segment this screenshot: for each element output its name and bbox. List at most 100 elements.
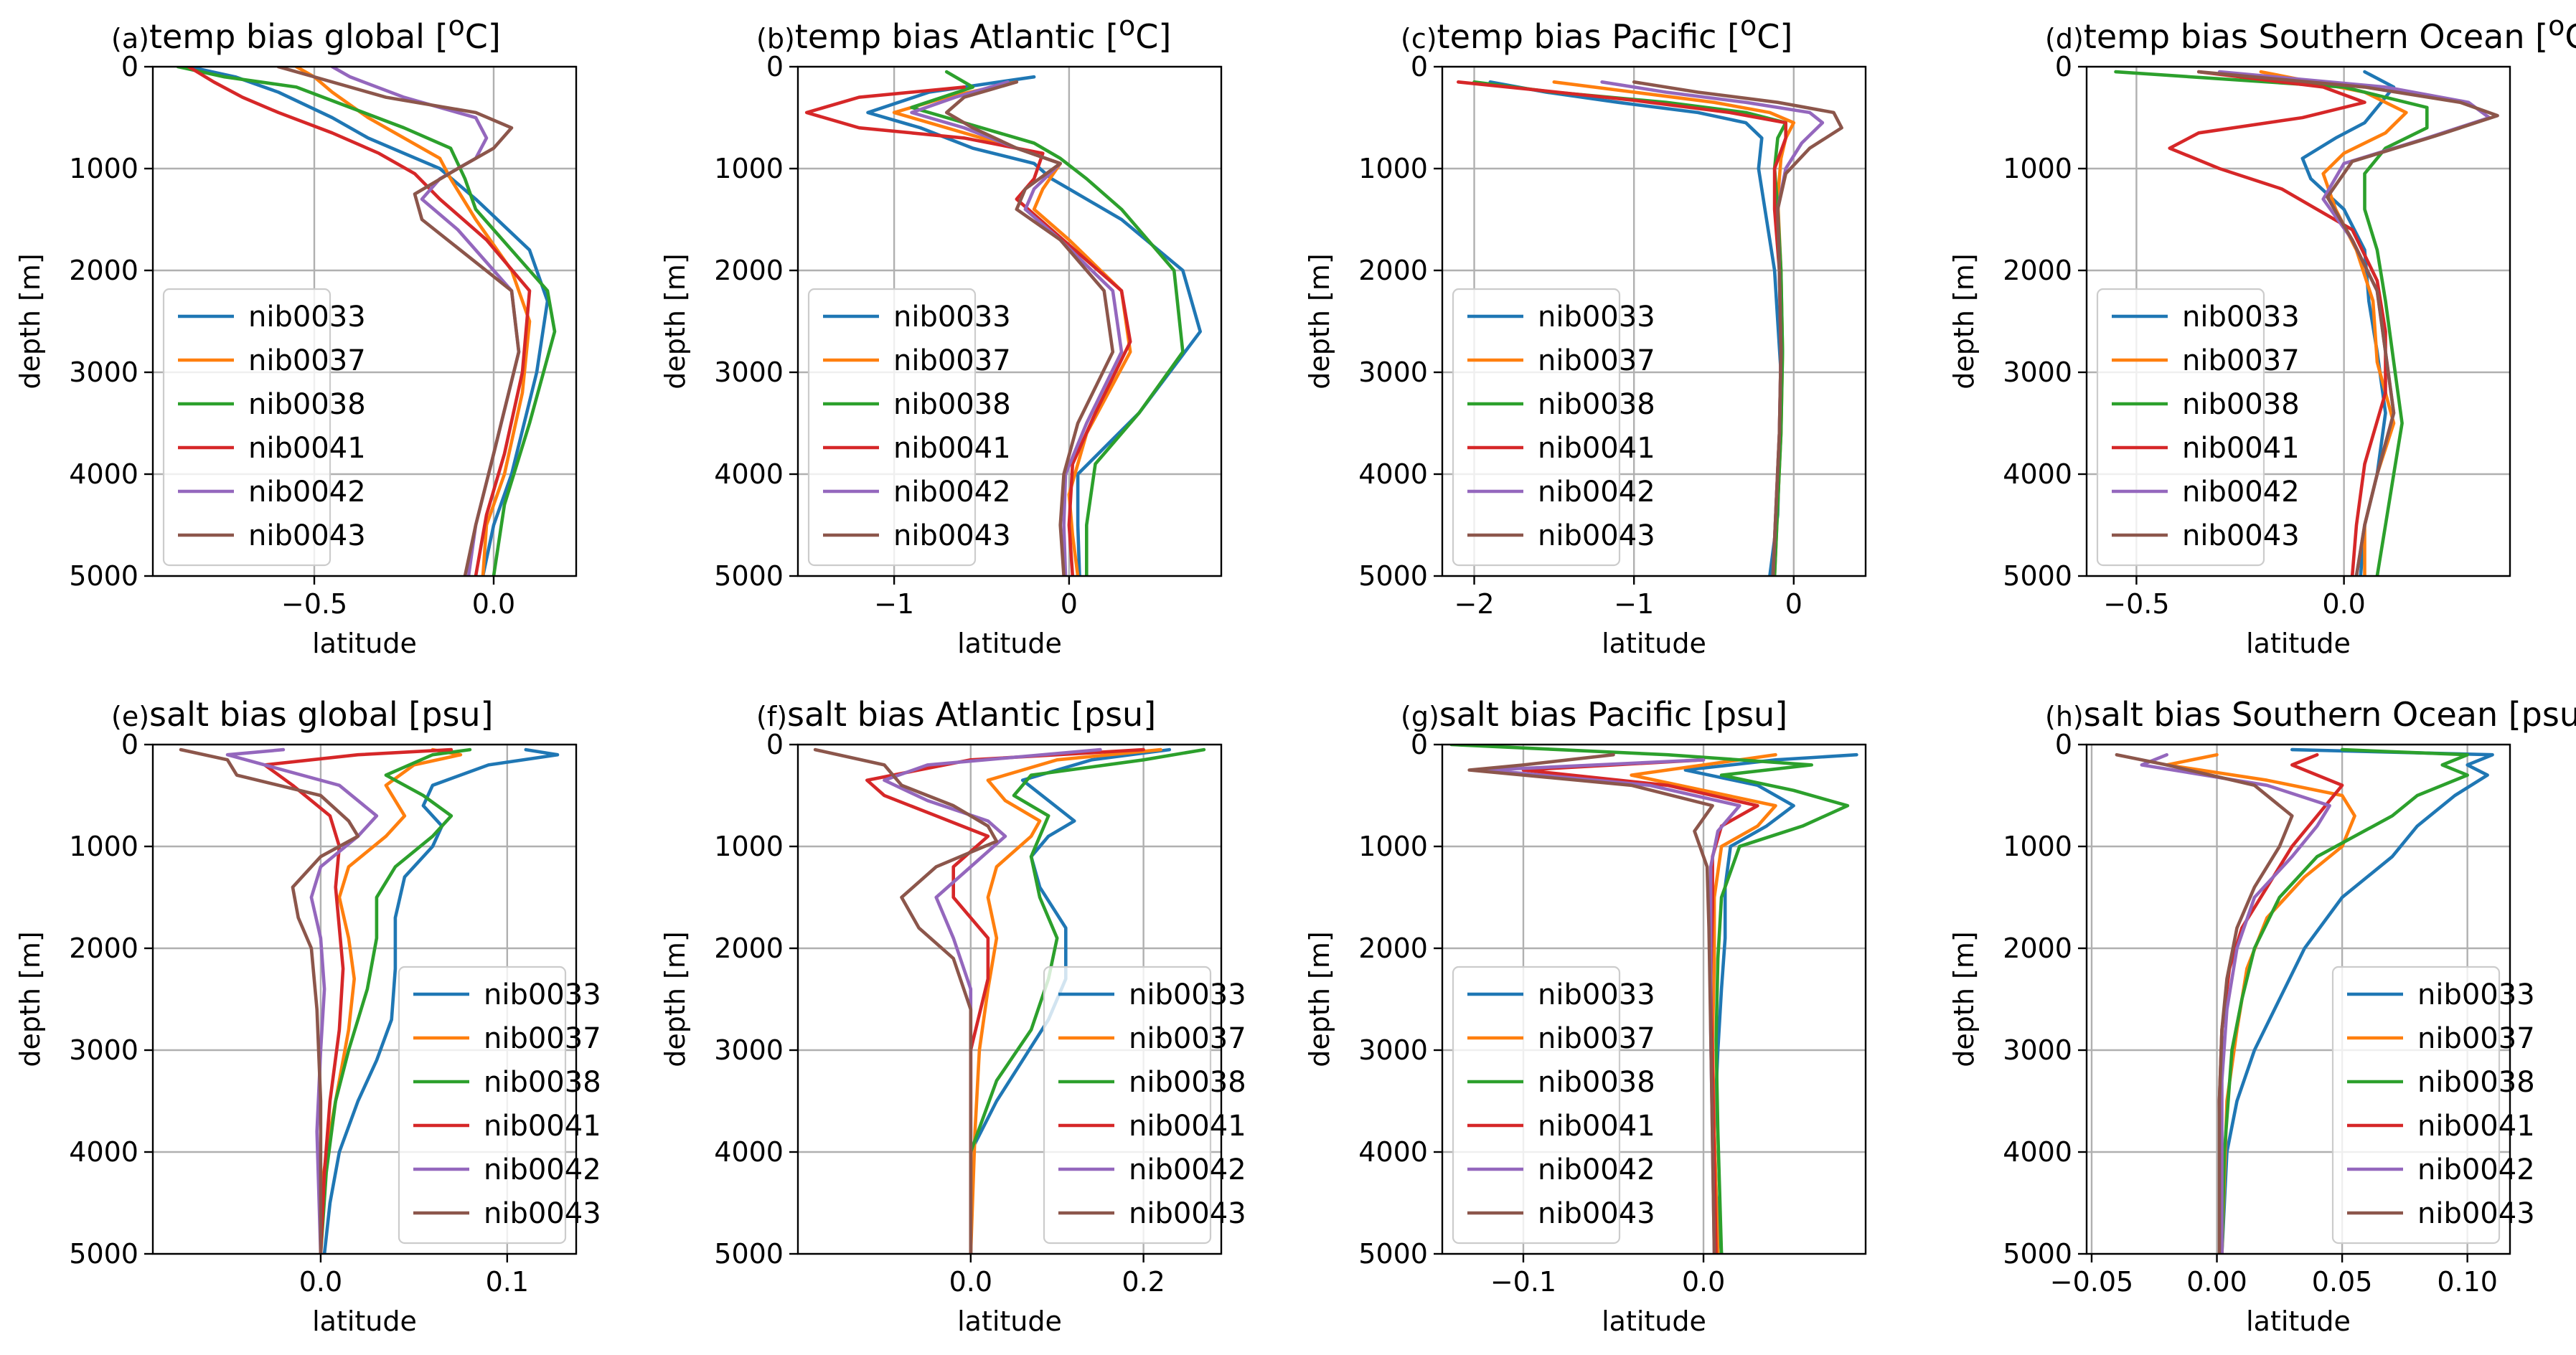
plot-frame bbox=[796, 65, 1223, 577]
panel-title: (g)salt bias Pacific [psu] bbox=[1401, 695, 1787, 734]
series-line-nib0038 bbox=[1449, 745, 1850, 1254]
legend-label: nib0041 bbox=[893, 432, 1011, 465]
y-tick-label: 2000 bbox=[1358, 933, 1428, 964]
series-line-nib0033 bbox=[866, 75, 1202, 576]
legend-label: nib0037 bbox=[1538, 1022, 1655, 1055]
series-line-nib0037 bbox=[294, 67, 532, 576]
panel-tag: (e) bbox=[111, 701, 149, 732]
series-line-nib0042 bbox=[225, 747, 379, 1254]
title-unit: C] bbox=[1757, 17, 1792, 56]
legend-box bbox=[162, 288, 332, 567]
y-tick-label: 0 bbox=[1411, 729, 1428, 760]
y-tick-label: 5000 bbox=[2003, 560, 2072, 592]
panel-f: 0.0 0.2 0 1000 2000 3000 4000 5000 latitude depth… bbox=[659, 695, 1246, 1337]
x-tick-label: −0.5 bbox=[2103, 588, 2169, 620]
legend-label: nib0043 bbox=[893, 519, 1011, 552]
y-tick-label: 1000 bbox=[1358, 153, 1428, 184]
legend-label: nib0038 bbox=[1538, 388, 1655, 421]
title-unit: C] bbox=[1135, 17, 1171, 56]
legend-label: nib0042 bbox=[2417, 1153, 2535, 1186]
legend-label: nib0033 bbox=[1129, 978, 1246, 1011]
series-line-nib0042 bbox=[910, 80, 1124, 576]
x-tick-label: 0.0 bbox=[472, 588, 515, 620]
x-tick-label: 0 bbox=[1061, 588, 1078, 620]
y-tick-label: 3000 bbox=[1358, 1034, 1428, 1066]
panel-title: (a)temp bias global [oC] bbox=[111, 10, 501, 56]
x-axis-label: latitude bbox=[2246, 1306, 2351, 1337]
panel-title: (f)salt bias Atlantic [psu] bbox=[756, 695, 1156, 734]
y-tick-label: 3000 bbox=[1358, 357, 1428, 388]
legend-label: nib0043 bbox=[1129, 1197, 1246, 1230]
y-tick-label: 2000 bbox=[69, 933, 138, 964]
y-tick-label: 2000 bbox=[714, 933, 784, 964]
legend-label: nib0033 bbox=[1538, 978, 1655, 1011]
legend-label: nib0043 bbox=[484, 1197, 601, 1230]
y-axis-label: depth [m] bbox=[659, 931, 691, 1067]
x-axis-label: latitude bbox=[957, 628, 1062, 659]
y-tick-label: 2000 bbox=[69, 255, 138, 286]
legend-label: nib0037 bbox=[484, 1022, 601, 1055]
y-tick-label: 1000 bbox=[2003, 831, 2072, 862]
series-line-nib0042 bbox=[2140, 752, 2331, 1254]
series-line-nib0043 bbox=[813, 747, 999, 1254]
legend-box bbox=[398, 966, 567, 1245]
title-superscript: o bbox=[448, 10, 465, 42]
legend-label: nib0043 bbox=[2182, 519, 2300, 552]
x-axis-label: latitude bbox=[1602, 628, 1706, 659]
y-tick-label: 4000 bbox=[2003, 458, 2072, 490]
series-line-nib0043 bbox=[276, 67, 521, 576]
y-tick-label: 3000 bbox=[714, 357, 784, 388]
plot-frame bbox=[1441, 65, 1867, 577]
series-line-nib0037 bbox=[969, 747, 1162, 1254]
legend: nib0033 nib0037 nib0038 nib0041 nib0042 nib00… bbox=[807, 288, 1011, 567]
legend-label: nib0042 bbox=[1129, 1153, 1246, 1186]
panel-d: −0.5 0.0 0 1000 2000 3000 4000 5000 latitude dept… bbox=[1948, 10, 2576, 659]
legend-box bbox=[1043, 966, 1212, 1245]
y-tick-label: 4000 bbox=[1358, 458, 1428, 490]
legend-label: nib0038 bbox=[484, 1066, 601, 1099]
legend-box bbox=[2331, 966, 2501, 1245]
y-tick-label: 0 bbox=[766, 51, 784, 82]
legend-label: nib0033 bbox=[893, 301, 1011, 334]
y-tick-label: 2000 bbox=[2003, 933, 2072, 964]
panel-g: −0.1 0.0 0 1000 2000 3000 4000 5000 latitude dept… bbox=[1304, 695, 1867, 1337]
legend-label: nib0033 bbox=[2417, 978, 2535, 1011]
series-line-nib0043 bbox=[944, 80, 1115, 576]
series-line-nib0033 bbox=[2300, 70, 2396, 576]
legend-box bbox=[2096, 288, 2265, 567]
x-tick-label: −2 bbox=[1454, 588, 1495, 620]
y-tick-label: 1000 bbox=[1358, 831, 1428, 862]
x-axis-label: latitude bbox=[2246, 628, 2351, 659]
series-line-nib0038 bbox=[2114, 70, 2429, 576]
legend: nib0033 nib0037 nib0038 nib0041 nib0042 nib00… bbox=[1452, 966, 1655, 1245]
y-tick-label: 2000 bbox=[714, 255, 784, 286]
legend-label: nib0043 bbox=[248, 519, 366, 552]
y-tick-label: 5000 bbox=[714, 560, 784, 592]
panel-tag: (d) bbox=[2045, 23, 2084, 55]
y-tick-label: 3000 bbox=[2003, 357, 2072, 388]
y-tick-label: 5000 bbox=[1358, 1238, 1428, 1270]
legend-label: nib0042 bbox=[893, 476, 1011, 509]
legend: nib0033 nib0037 nib0038 nib0041 nib0042 nib00… bbox=[1452, 288, 1655, 567]
legend-label: nib0038 bbox=[1538, 1066, 1655, 1099]
y-tick-label: 3000 bbox=[2003, 1034, 2072, 1066]
legend-box bbox=[1452, 288, 1621, 567]
legend-box bbox=[1452, 966, 1621, 1245]
y-tick-label: 4000 bbox=[1358, 1136, 1428, 1168]
x-tick-label: 0.0 bbox=[299, 1266, 342, 1298]
x-axis-label: latitude bbox=[1602, 1306, 1706, 1337]
title-superscript: o bbox=[1740, 10, 1757, 42]
legend-label: nib0043 bbox=[1538, 1197, 1655, 1230]
legend-box bbox=[807, 288, 977, 567]
series-line-nib0043 bbox=[1467, 752, 1716, 1254]
y-tick-label: 0 bbox=[1411, 51, 1428, 82]
title-superscript: o bbox=[1119, 10, 1135, 42]
y-tick-label: 4000 bbox=[714, 458, 784, 490]
legend-label: nib0038 bbox=[1129, 1066, 1246, 1099]
panel-h: −0.05 0.00 0.05 0.10 0 1000 2000 3000 4000 5000 la… bbox=[1948, 695, 2576, 1337]
y-tick-label: 0 bbox=[2055, 729, 2072, 760]
y-tick-label: 1000 bbox=[714, 831, 784, 862]
x-axis-label: latitude bbox=[312, 1306, 417, 1337]
panel-tag: (h) bbox=[2045, 701, 2084, 732]
